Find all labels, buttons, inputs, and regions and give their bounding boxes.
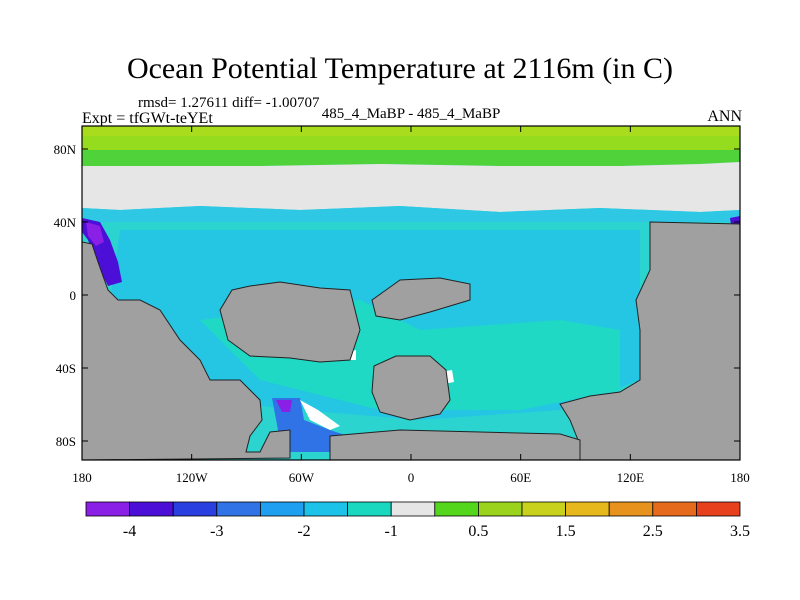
land-masses xyxy=(81,221,741,461)
colorbar-labels: -4 -3 -2 -1 0.5 1.5 2.5 3.5 xyxy=(123,523,750,540)
colorbar-swatch xyxy=(259,501,305,517)
x-axis-ticks: 180 120W 60W 0 60E 120E 180 xyxy=(72,126,750,485)
colorbar-label: -1 xyxy=(385,523,398,540)
season-label: ANN xyxy=(707,108,742,125)
mid-latitude-band xyxy=(82,206,740,222)
colorbar-swatch xyxy=(303,501,348,517)
y-tick-label: 80S xyxy=(56,434,76,449)
colorbar-swatch xyxy=(434,501,479,517)
cases-label: 485_4_MaBP - 485_4_MaBP xyxy=(321,106,501,122)
land-central-north xyxy=(371,277,471,321)
x-tick-label: 60W xyxy=(289,470,315,485)
land-central-south xyxy=(371,355,451,421)
x-tick-label: 120W xyxy=(176,470,209,485)
colorbar-swatch xyxy=(172,501,218,517)
y-tick-label: 0 xyxy=(70,288,77,303)
colorbar-swatch xyxy=(85,501,130,517)
y-tick-label: 80N xyxy=(54,142,77,157)
colorbar-swatch xyxy=(129,501,174,517)
x-tick-label: 0 xyxy=(408,470,415,485)
colorbar-swatch xyxy=(652,501,697,517)
colorbar-swatch xyxy=(608,501,654,517)
colorbar-label: -3 xyxy=(210,523,223,540)
arctic-band-green xyxy=(82,150,740,166)
colorbar-swatch xyxy=(696,501,741,517)
land-antarctic xyxy=(329,429,581,461)
map-title: Ocean Potential Temperature at 2116m (in… xyxy=(126,52,674,85)
arctic-band xyxy=(82,136,740,150)
colorbar-swatch xyxy=(565,501,610,517)
colorbar-label: 0.5 xyxy=(468,523,488,540)
experiment-label: Expt = tfGWt-teYEt xyxy=(82,110,213,127)
map-plot-area xyxy=(81,125,741,461)
colorbar-swatch xyxy=(216,501,261,517)
colorbar-label: -2 xyxy=(297,523,310,540)
west-coast-anomaly-core xyxy=(86,222,104,246)
y-axis-ticks: 80N 40N 0 40S 80S xyxy=(54,142,740,449)
colorbar-swatch xyxy=(347,501,392,517)
colorbar xyxy=(85,501,741,517)
colorbar-swatch xyxy=(477,501,523,517)
colorbar-label: 2.5 xyxy=(643,523,663,540)
northern-white-band xyxy=(82,162,740,212)
x-tick-label: 180 xyxy=(72,470,92,485)
southern-cold-core xyxy=(276,400,292,412)
colorbar-label: -4 xyxy=(123,523,136,540)
x-tick-label: 120E xyxy=(617,470,645,485)
x-tick-label: 60E xyxy=(510,470,531,485)
stats-line: rmsd= 1.27611 diff= -1.00707 xyxy=(138,95,320,111)
y-tick-label: 40S xyxy=(56,361,76,376)
colorbar-label: 1.5 xyxy=(556,523,576,540)
land-central-west xyxy=(219,281,361,363)
colorbar-label: 3.5 xyxy=(730,523,750,540)
colorbar-swatch xyxy=(390,501,436,517)
southern-white-patch xyxy=(300,400,340,430)
x-tick-label: 180 xyxy=(730,470,750,485)
y-tick-label: 40N xyxy=(54,215,77,230)
colorbar-swatch xyxy=(521,501,566,517)
land-west xyxy=(81,241,291,461)
